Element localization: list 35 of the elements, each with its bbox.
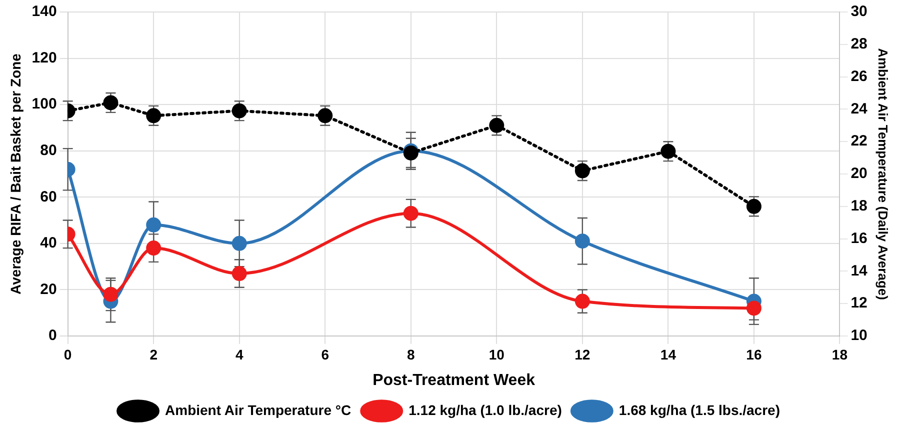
y2-tick-label: 24	[850, 100, 868, 118]
y-axis-title: Average RIFA / Bait Basket per Zone	[7, 53, 24, 294]
y2-tick-label: 26	[850, 68, 868, 85]
legend-label: 1.68 kg/ha (1.5 lbs./acre)	[618, 402, 780, 418]
y-tick-label: 0	[48, 327, 57, 344]
x-tick-label: 12	[574, 346, 590, 362]
y2-tick-label: 16	[850, 230, 868, 247]
y2-tick-label: 22	[850, 132, 868, 150]
y2-tick-label: 12	[850, 294, 868, 312]
y2-tick-label: 14	[850, 262, 868, 280]
x-tick-label: 16	[746, 346, 762, 362]
y2-tick-label: 20	[850, 165, 868, 182]
x-tick-label: 10	[488, 346, 505, 362]
x-axis-title: Post-Treatment Week	[372, 372, 536, 389]
y-tick-label: 20	[40, 280, 57, 298]
y2-tick-label: 10	[850, 327, 868, 344]
legend-label: Ambient Air Temperature °C	[165, 402, 352, 418]
x-tick-label: 18	[832, 346, 848, 362]
y-tick-label: 100	[32, 96, 57, 113]
x-tick-label: 8	[406, 346, 415, 362]
y2-tick-label: 18	[850, 198, 868, 215]
y2-tick-label: 30	[850, 3, 868, 20]
x-tick-label: 14	[660, 346, 676, 362]
y-tick-label: 80	[40, 142, 57, 159]
x-tick-label: 6	[321, 346, 330, 362]
y-tick-label: 140	[32, 3, 57, 20]
x-tick-label: 2	[150, 346, 158, 362]
y2-tick-label: 28	[850, 36, 868, 53]
x-tick-label: 4	[235, 346, 244, 362]
y-tick-label: 120	[32, 49, 57, 66]
y-tick-label: 40	[40, 234, 57, 252]
x-tick-label: 0	[64, 346, 72, 362]
y-tick-label: 60	[40, 188, 57, 206]
y2-axis-title: Ambient Air Temperature (Daily Average)	[876, 48, 891, 300]
legend-label: 1.12 kg/ha (1.0 lb./acre)	[408, 402, 562, 418]
